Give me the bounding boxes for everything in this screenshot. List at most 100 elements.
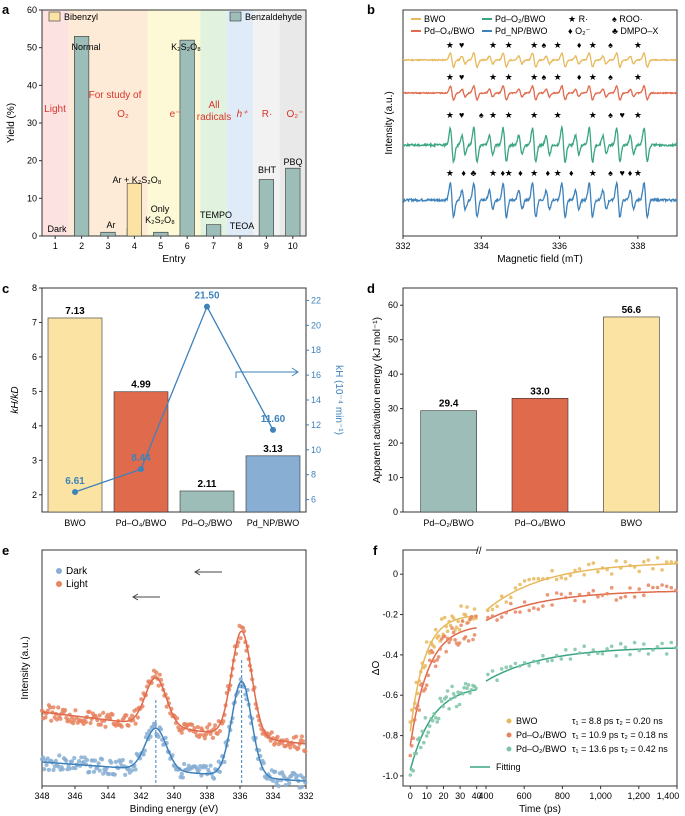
f-point-left-pdo2-41 [469, 688, 474, 692]
d-xtick-label-2: BWO [621, 518, 643, 528]
f-point-left-pdo2-12 [426, 730, 431, 735]
f-point-right-pdo4-1 [490, 614, 495, 618]
f-point-right-pdo4-30 [623, 594, 628, 599]
f-point-right-bwo-34 [642, 560, 646, 564]
b-trace-3 [402, 180, 678, 220]
f-point-left-pdo2-36 [462, 686, 466, 690]
e-xtick-label-3: 342 [133, 791, 148, 801]
f-point-left-pdo4-23 [442, 634, 447, 639]
f-point-right-pdo4-29 [619, 595, 623, 600]
e-point-dark-192 [261, 761, 266, 766]
e-point-dark-158 [222, 759, 227, 765]
panel-b-label: b [367, 2, 375, 17]
a-bar-benzaldehyde-2 [74, 36, 90, 237]
c-bar-1 [113, 391, 169, 513]
panel-e-label: e [2, 543, 9, 558]
f-point-left-bwo-17 [433, 627, 438, 632]
f-ytick-label-2: -0.4 [382, 650, 398, 660]
c-line-path [74, 305, 274, 493]
b-trace-0 [402, 51, 678, 69]
f-break-mark: // [476, 546, 482, 557]
f-point-right-pdo4-16 [559, 592, 564, 597]
e-legend-dark: Dark [66, 566, 88, 577]
a-y-ticks: 0 10 20 30 40 50 60 [27, 5, 42, 241]
c-bar-label-2: 2.11 [198, 479, 217, 490]
f-point-left-pdo2-16 [432, 711, 437, 716]
f-point-left-pdo2-26 [447, 707, 451, 711]
f-point-right-bwo-23 [591, 561, 596, 565]
e-point-dark-28 [72, 755, 77, 761]
f-point-left-pdo2-33 [457, 702, 462, 707]
f-point-right-pdo4-13 [545, 593, 550, 597]
f-point-right-bwo-31 [628, 563, 632, 568]
e-point-dark-64 [113, 759, 118, 765]
f-point-left-pdo4-43 [472, 633, 477, 637]
b-ylabel: Intensity (a.u.) [384, 91, 395, 154]
b-symbol-0-5: ♠ [542, 40, 547, 50]
f-point-left-pdo4-41 [469, 615, 474, 619]
f-point-right-pdo4-0 [486, 615, 490, 620]
f-point-right-pdo4-5 [509, 601, 513, 606]
e-point-dark-72 [123, 772, 128, 778]
panel-d-label: d [367, 281, 375, 296]
c-xtick-label-3: Pd_NP/BWO [247, 518, 300, 528]
f-point-right-pdo4-23 [591, 588, 596, 593]
c-ytick-label-0: 2 [32, 490, 37, 500]
f-point-right-pdo2-1 [490, 669, 495, 673]
f-ylabel: ΔO [371, 661, 382, 676]
e-point-light-226 [300, 739, 306, 744]
e-point-dark-138 [199, 773, 204, 778]
f-point-left-bwo-32 [456, 619, 460, 624]
d-ytick-label-2: 20 [388, 438, 398, 448]
b-symbol-2-8: ♠ [608, 110, 613, 120]
f-point-right-pdo2-25 [600, 651, 605, 656]
f-fit-left-bwo [409, 615, 477, 732]
f-point-right-bwo-29 [619, 566, 623, 570]
f-point-right-pdo2-18 [568, 657, 573, 661]
b-symbol-2-0: ★ [446, 110, 454, 120]
b-trace-2 [402, 124, 678, 165]
c-arrow [235, 371, 298, 378]
b-symbol-1-5: ♠ [542, 72, 547, 82]
f-point-right-pdo2-30 [623, 645, 628, 650]
e-point-dark-14 [56, 764, 61, 769]
b-symbol-0-0: ★ [446, 40, 454, 50]
f-point-left-pdo4-24 [444, 649, 449, 654]
c-bar-label-3: 3.13 [263, 444, 283, 455]
f-point-left-bwo-33 [457, 627, 462, 632]
f-point-left-pdo2-31 [454, 704, 459, 709]
f-point-left-bwo-6 [417, 679, 422, 683]
e-point-dark-123 [182, 761, 187, 767]
f-point-left-pdo4-44 [474, 614, 478, 618]
e-point-dark-5 [45, 756, 50, 761]
d-ytick-label-0: 0 [393, 507, 398, 517]
b-symbol-1-4: ★ [530, 72, 538, 82]
e-point-dark-142 [203, 764, 209, 769]
a-bar-label-normal: Normal [71, 42, 100, 52]
e-point-light-132 [192, 726, 197, 731]
e-point-dark-45 [91, 769, 97, 775]
f-point-left-pdo4-33 [457, 641, 462, 645]
e-xlabel: Binding energy (eV) [130, 804, 218, 815]
a-bar-label-bht: BHT [258, 165, 277, 175]
e-point-dark-49 [96, 761, 101, 766]
c-y2tick-label-7: 20 [311, 320, 321, 330]
b-symbol-1-0: ★ [446, 72, 454, 82]
f-point-right-pdo4-18 [568, 591, 573, 596]
e-point-light-225 [299, 734, 304, 739]
b-symbol-3-8: ♦ [546, 168, 551, 178]
a-xtick-label-7: 8 [237, 241, 242, 251]
f-point-right-bwo-7 [518, 582, 522, 587]
f-xtick-label-r-1: 600 [517, 791, 532, 801]
f-point-right-pdo2-19 [573, 647, 577, 652]
a-ytick-label-1: 10 [27, 193, 37, 203]
e-point-dark-10 [51, 767, 56, 773]
a-ytick-label-5: 50 [27, 43, 37, 53]
c-ylabel: kH/kD [10, 386, 21, 413]
a-bar-label-tempo: TEMPO [200, 210, 232, 220]
f-point-left-pdo2-39 [466, 683, 471, 687]
f-point-right-pdo2-10 [532, 659, 536, 664]
c-y-ticks: 2 3 4 5 6 7 8 [32, 283, 42, 500]
e-point-light-204 [275, 734, 280, 740]
b-x-ticks: 332 334 336 338 [395, 236, 645, 251]
